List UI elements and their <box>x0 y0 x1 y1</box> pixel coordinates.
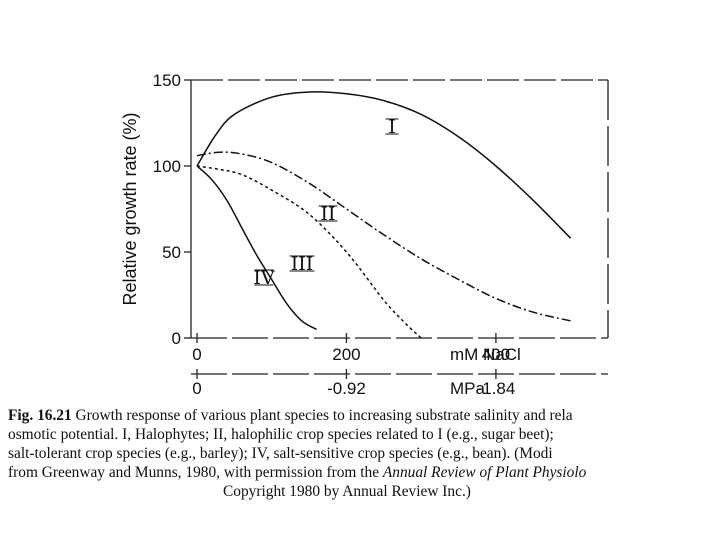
x2-tick-label: 0 <box>192 379 201 398</box>
series-I-line <box>196 91 572 239</box>
series-IV-label: IV <box>253 267 275 289</box>
caption-line-2: osmotic potential. I, Halophytes; II, ha… <box>8 426 554 443</box>
salinity-growth-chart: 0 50 100 150 0 200 400 0 -0.92 -1.84 mM NaCl MP… <box>120 71 609 398</box>
x-unit-label: mM NaCl <box>450 345 521 364</box>
caption-line-4: from Greenway and Munns, 1980, with perm… <box>8 464 383 481</box>
caption-journal-title: Annual Review of Plant Physiolo <box>382 464 587 481</box>
series-II-label: II <box>320 203 335 225</box>
series-III-label: III <box>291 253 314 275</box>
caption-line-3: salt-tolerant crop species (e.g., barley… <box>8 445 553 462</box>
series-III-line <box>196 165 422 339</box>
x-tick-label: 400 <box>482 345 510 364</box>
y-tick-label: 100 <box>153 157 181 176</box>
y-tick-label: 0 <box>172 329 181 348</box>
plot-frame <box>190 79 609 375</box>
y-tick-label: 150 <box>153 71 181 90</box>
series-IV-line <box>196 165 317 331</box>
caption-line-5: Copyright 1980 by Annual Review Inc.) <box>223 483 471 500</box>
x-ticks: 0 200 400 <box>192 333 510 364</box>
series-I-label: I <box>388 116 396 138</box>
x2-tick-label: -0.92 <box>327 379 366 398</box>
x2-unit-label: MPa <box>450 379 486 398</box>
y-axis-label: Relative growth rate (%) <box>120 112 140 305</box>
series-group <box>196 91 572 339</box>
y-tick-label: 50 <box>162 243 181 262</box>
caption-line-1: Growth response of various plant species… <box>71 407 573 424</box>
x-tick-label: 200 <box>332 345 360 364</box>
x-tick-label: 0 <box>192 345 201 364</box>
x2-tick-label: -1.84 <box>477 379 516 398</box>
series-II-line <box>196 151 571 322</box>
caption-fig-number: Fig. 16.21 <box>8 407 72 424</box>
y-ticks: 0 50 100 150 <box>153 71 191 348</box>
figure-caption: Fig. 16.21 Growth response of various pl… <box>8 406 720 501</box>
x2-ticks: 0 -0.92 -1.84 <box>192 369 515 398</box>
